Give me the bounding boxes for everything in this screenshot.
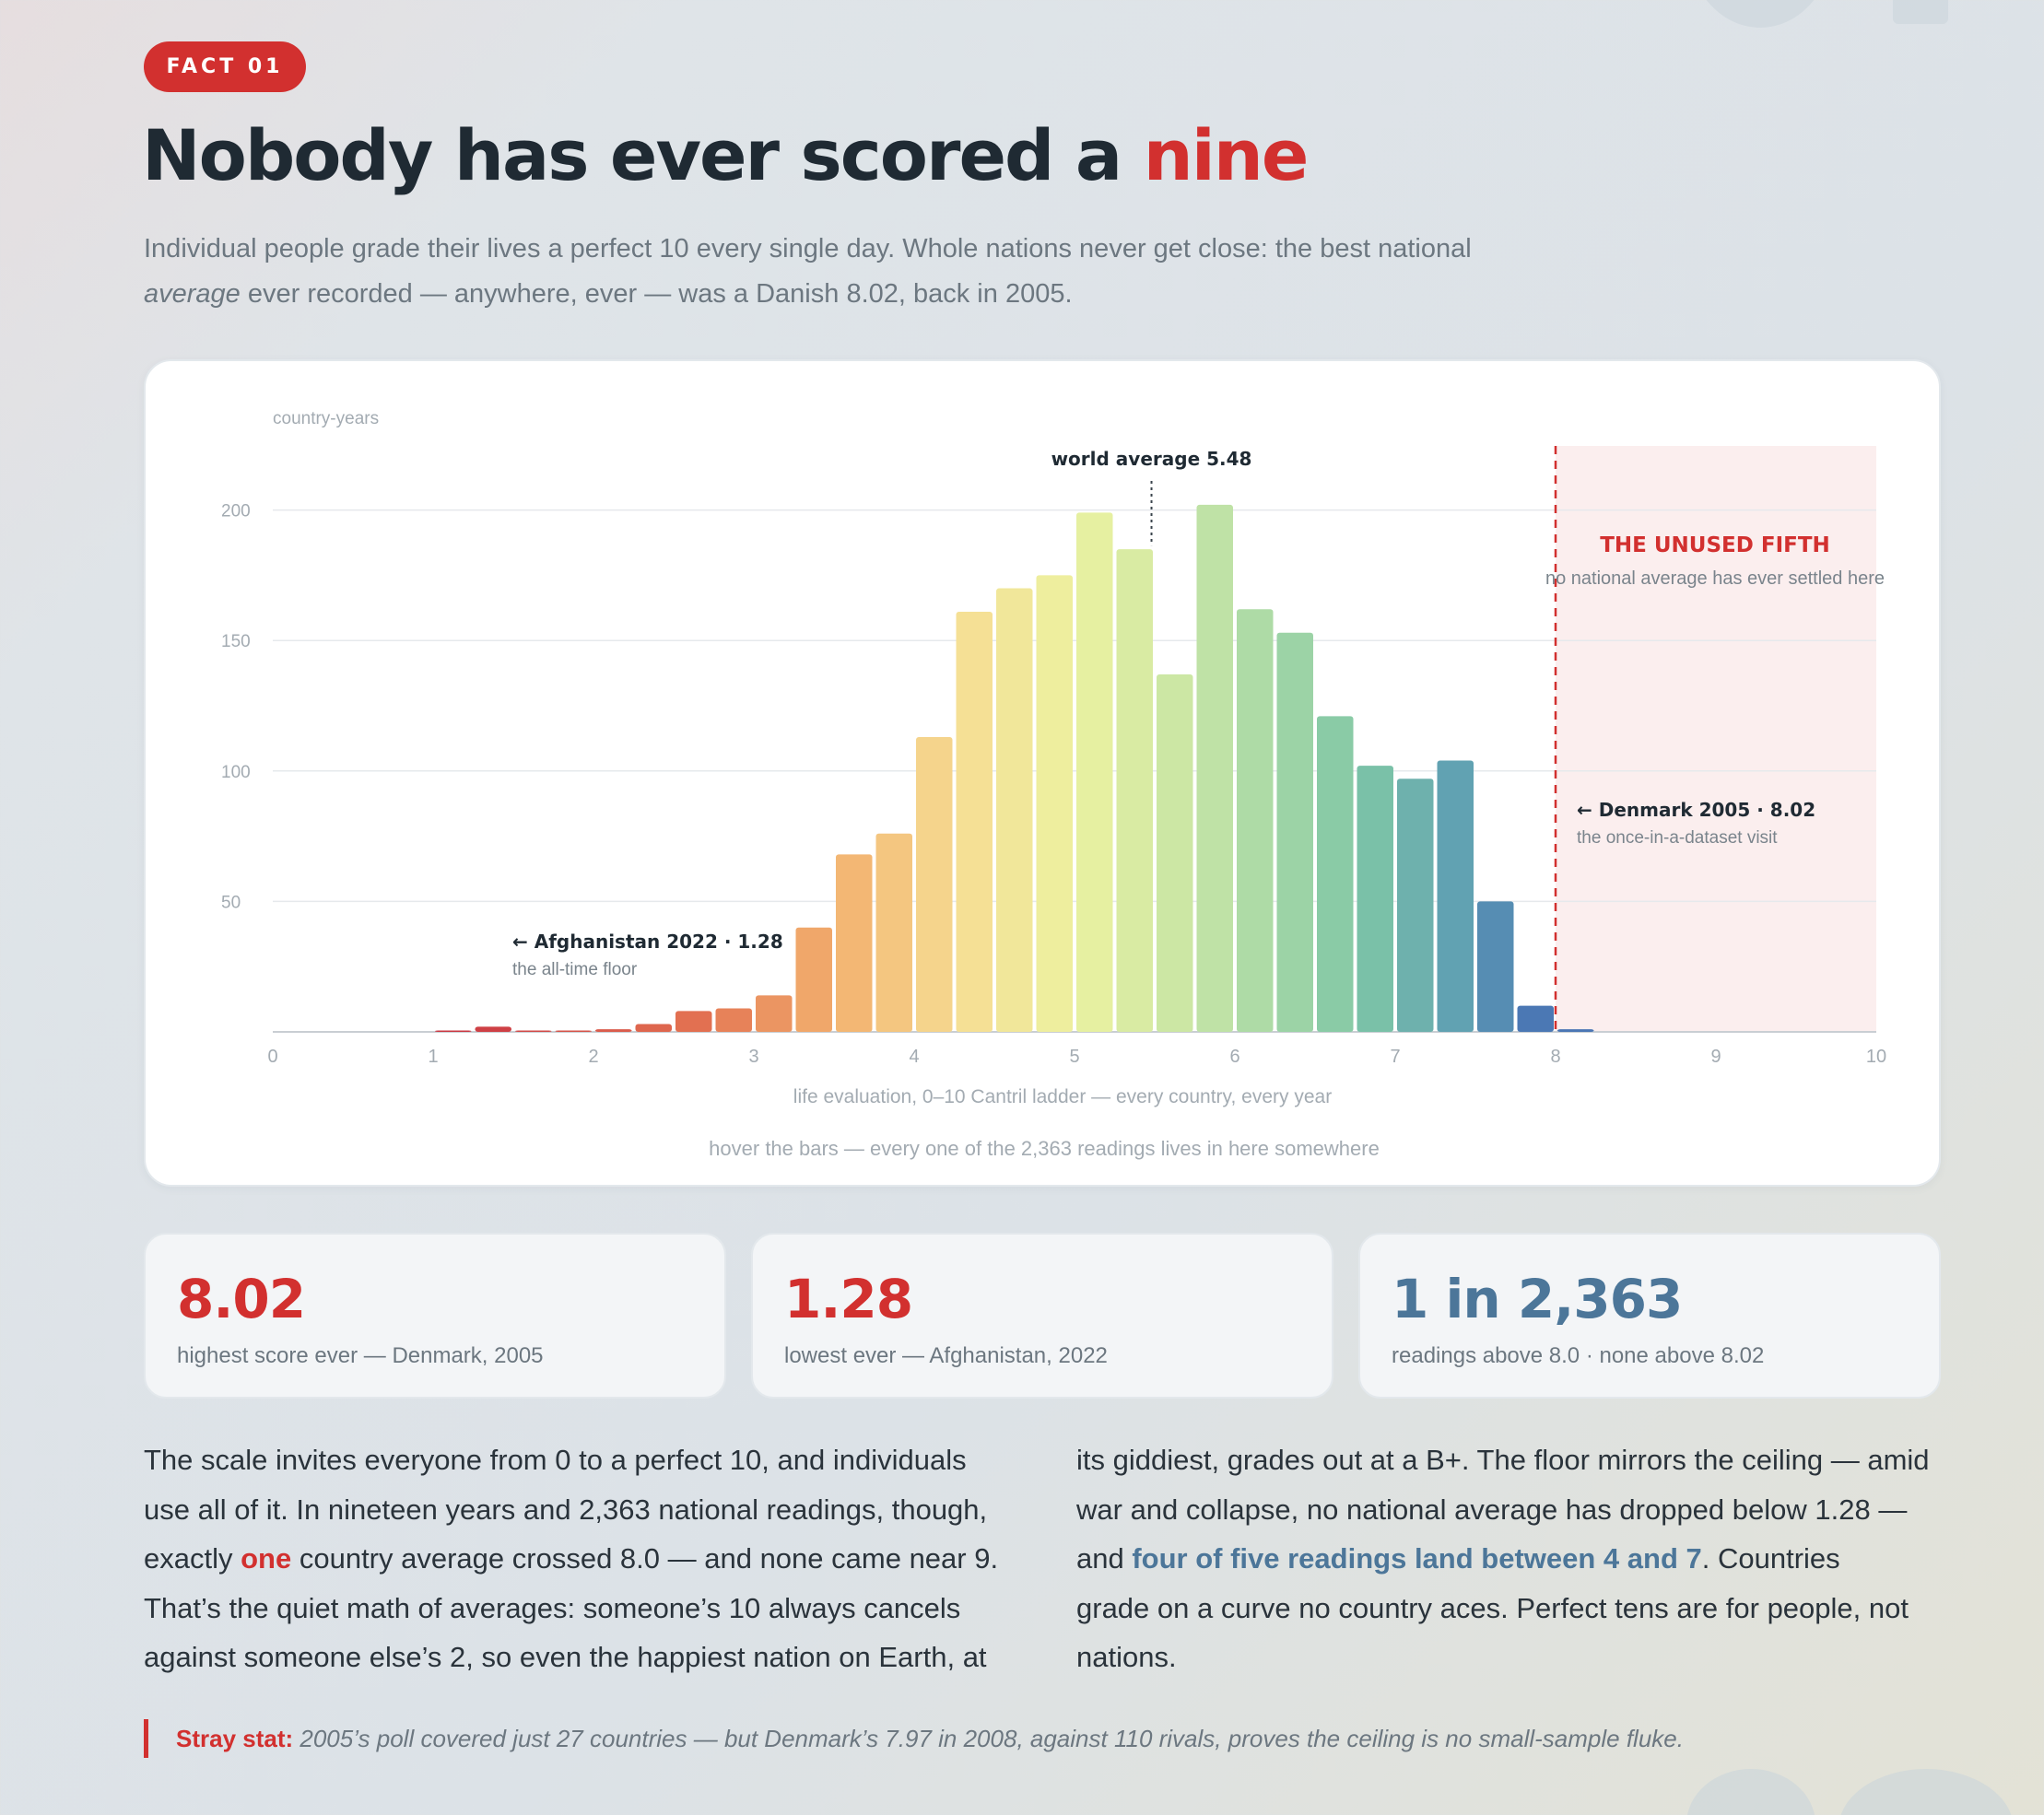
stat-value: 1.28 <box>784 1268 913 1330</box>
x-tick-label: 9 <box>1710 1047 1721 1067</box>
stat-card-lowest: 1.28 lowest ever — Afghanistan, 2022 <box>751 1233 1333 1399</box>
histogram-bar <box>475 1026 511 1032</box>
decorative-blob <box>1686 0 1834 28</box>
annotation-afghanistan: ← Afghanistan 2022 · 1.28 <box>512 931 783 953</box>
stat-label: readings above 8.0 · none above 8.02 <box>1392 1343 1765 1368</box>
stat-card-rarity: 1 in 2,363 readings above 8.0 · none abo… <box>1358 1233 1941 1399</box>
histogram-chart: 50 100 150 200 country-years 0 1 2 3 4 5 6 7 8 9 10 life… <box>221 409 1886 1160</box>
body-line: That’s the quiet math of averages: someo… <box>144 1591 961 1624</box>
body-line: use all of it. In nineteen years and 2,3… <box>144 1493 988 1526</box>
headline-main: Nobody has ever scored a <box>142 114 1144 196</box>
histogram-bar <box>1477 901 1514 1032</box>
y-tick-label: 100 <box>221 763 251 782</box>
x-tick-label: 4 <box>909 1047 919 1067</box>
stat-card-highest: 8.02 highest score ever — Denmark, 2005 <box>144 1233 726 1399</box>
body-line: and <box>1076 1542 1133 1575</box>
annotation-denmark-sub: the once-in-a-dataset visit <box>1577 828 1778 848</box>
stat-label: lowest ever — Afghanistan, 2022 <box>784 1343 1108 1368</box>
body-line: The scale invites everyone from 0 to a p… <box>144 1444 967 1476</box>
histogram-bar <box>916 736 953 1032</box>
x-tick-label: 1 <box>428 1047 438 1067</box>
histogram-bar <box>675 1011 712 1032</box>
y-tick-label: 150 <box>221 632 251 651</box>
zone-title: THE UNUSED FIFTH <box>1600 533 1830 557</box>
histogram-bar <box>1317 716 1354 1032</box>
histogram-bar <box>1036 575 1073 1032</box>
histogram-bar <box>1076 512 1113 1032</box>
histogram-bar <box>996 588 1033 1032</box>
y-tick-label: 50 <box>221 893 241 912</box>
x-tick-label: 0 <box>267 1047 277 1067</box>
body-column-right: its giddiest, grades out at a B+. The fl… <box>1076 1435 1952 1682</box>
histogram-bar <box>1357 766 1393 1032</box>
stat-value: 1 in 2,363 <box>1392 1268 1683 1330</box>
x-tick-label: 2 <box>588 1047 598 1067</box>
fact-badge: FACT 01 <box>144 41 306 92</box>
lede: Individual people grade their lives a pe… <box>144 227 1637 317</box>
stat-label: highest score ever — Denmark, 2005 <box>177 1343 544 1368</box>
annotation-denmark: ← Denmark 2005 · 8.02 <box>1577 799 1815 821</box>
x-tick-label: 8 <box>1550 1047 1560 1067</box>
body-line: nations. <box>1076 1641 1177 1673</box>
chart-hint: hover the bars — every one of the 2,363 … <box>709 1137 1380 1160</box>
stat-value: 8.02 <box>177 1268 306 1330</box>
lede-emphasis: average <box>144 279 241 309</box>
y-tick-label: 200 <box>221 502 251 521</box>
body-line: its giddiest, grades out at a B+. The fl… <box>1076 1444 1930 1476</box>
highlight-one: one <box>241 1542 292 1575</box>
histogram-bar <box>836 854 873 1032</box>
headline-accent: nine <box>1143 114 1310 196</box>
page-title: Nobody has ever scored a nine <box>142 114 1310 196</box>
x-tick-label: 3 <box>748 1047 758 1067</box>
x-axis-title: life evaluation, 0–10 Cantril ladder — e… <box>793 1086 1332 1107</box>
histogram-bar <box>435 1030 472 1032</box>
histogram-bar <box>1116 549 1153 1032</box>
histogram-bar <box>515 1030 552 1032</box>
decorative-blob <box>1838 1769 2014 1815</box>
x-tick-label: 5 <box>1069 1047 1079 1067</box>
body-line: grade on a curve no country aces. Perfec… <box>1076 1591 1909 1624</box>
histogram-bar <box>635 1024 672 1032</box>
annotation-afghanistan-sub: the all-time floor <box>512 960 638 979</box>
histogram-bar <box>555 1030 592 1032</box>
histogram-bar <box>595 1029 632 1032</box>
unused-zone <box>1556 446 1876 1032</box>
x-tick-label: 10 <box>1866 1047 1886 1067</box>
highlight-range: four of five readings land between 4 and… <box>1132 1542 1702 1575</box>
body-line: country average crossed 8.0 — and none c… <box>291 1542 999 1575</box>
lede-line2: ever recorded — anywhere, ever — was a D… <box>240 279 1073 309</box>
chart-card: 50 100 150 200 country-years 0 1 2 3 4 5 6 7 8 9 10 life… <box>144 359 1941 1187</box>
body-line: war and collapse, no national average ha… <box>1076 1493 1908 1526</box>
lede-line1: Individual people grade their lives a pe… <box>144 234 1472 263</box>
histogram-bar <box>1397 779 1434 1032</box>
stray-stat-tag: Stray stat: <box>176 1725 294 1752</box>
stray-stat-text: 2005’s poll covered just 27 countries — … <box>293 1725 1684 1752</box>
histogram-bar <box>756 995 793 1032</box>
histogram-bar <box>1237 609 1274 1032</box>
body-line: against someone else’s 2, so even the ha… <box>144 1641 987 1673</box>
mean-label: world average 5.48 <box>1051 448 1252 470</box>
body-line: exactly <box>144 1542 241 1575</box>
histogram-bar <box>956 612 993 1032</box>
body-line: . Countries <box>1701 1542 1840 1575</box>
histogram-bar <box>1517 1005 1554 1032</box>
histogram-bar <box>1437 760 1474 1032</box>
y-axis-title: country-years <box>273 409 379 428</box>
histogram-bar <box>1276 632 1313 1032</box>
stray-stat: Stray stat: 2005’s poll covered just 27 … <box>144 1719 1895 1758</box>
x-tick-label: 7 <box>1390 1047 1400 1067</box>
decorative-blob <box>1686 1769 1815 1815</box>
body-column-left: The scale invites everyone from 0 to a p… <box>144 1435 1019 1682</box>
zone-subtitle: no national average has ever settled her… <box>1545 568 1885 589</box>
histogram-bar <box>1557 1029 1594 1032</box>
histogram-bar <box>715 1008 752 1032</box>
histogram-bar <box>1196 504 1233 1032</box>
histogram-bar <box>1157 674 1193 1032</box>
histogram-bar <box>875 833 912 1032</box>
decorative-square <box>1893 0 1948 24</box>
histogram-bar <box>795 927 832 1032</box>
x-tick-label: 6 <box>1229 1047 1239 1067</box>
